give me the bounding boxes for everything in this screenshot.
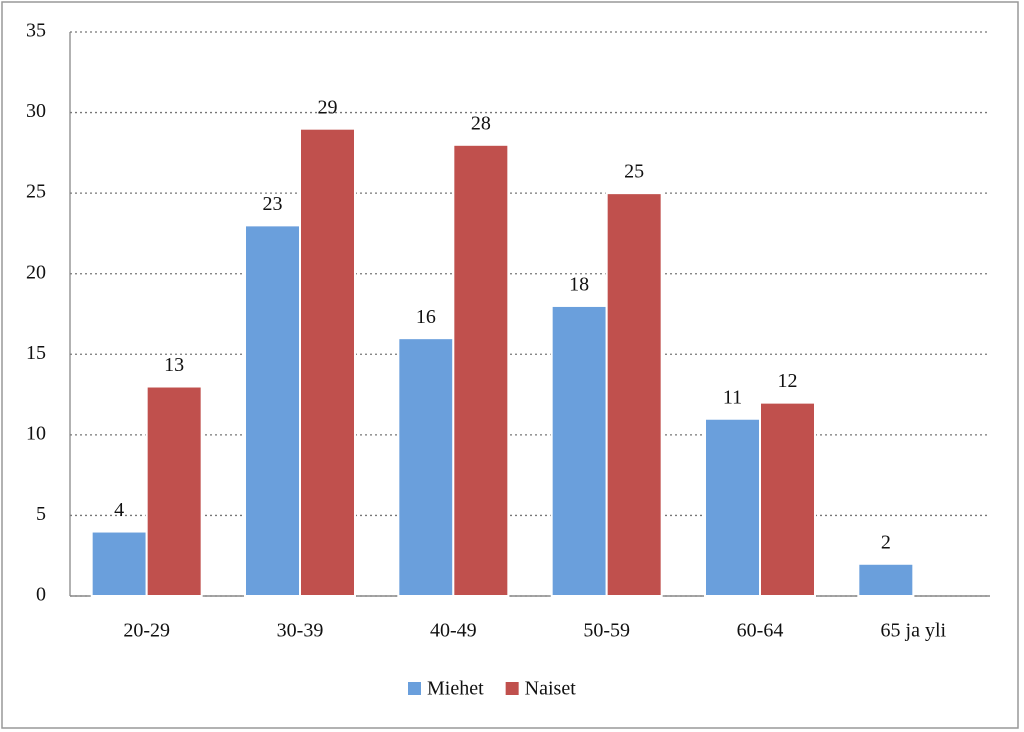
x-tick-label: 20-29 [123,620,170,642]
y-tick-label: 0 [36,584,46,606]
bar [550,304,608,597]
legend-label: Miehet [427,678,484,700]
y-tick-label: 35 [26,20,46,42]
bar [759,401,816,597]
legend-swatch [505,682,519,695]
data-label: 18 [569,274,589,296]
bar [452,143,510,598]
data-label: 16 [416,306,436,328]
bar [299,127,356,598]
y-tick-label: 5 [36,503,46,525]
data-label: 12 [778,370,798,392]
data-label: 28 [471,112,491,134]
legend-label: Naiset [525,678,577,700]
y-tick-label: 10 [26,422,46,444]
y-tick-label: 30 [26,100,46,122]
x-tick-label: 50-59 [583,620,630,642]
data-label: 25 [624,161,644,183]
bar [704,417,761,597]
data-label: 11 [723,386,742,408]
data-label: 4 [114,499,124,521]
x-tick-label: 40-49 [430,620,477,642]
bar [397,337,455,597]
data-label: 29 [318,96,338,118]
data-label: 23 [263,193,283,215]
data-label: 13 [164,354,184,376]
legend-swatch [408,682,421,695]
x-tick-label: 60-64 [737,620,784,642]
bar [145,385,203,597]
y-tick-label: 15 [26,342,46,364]
bar [90,530,148,597]
x-tick-label: 30-39 [277,620,324,642]
bar [605,192,663,597]
data-label: 2 [881,531,891,553]
bar [857,562,915,597]
x-tick-label: 65 ja yli [881,620,947,642]
y-tick-label: 25 [26,181,46,203]
y-tick-label: 20 [26,261,46,283]
bar [244,224,301,597]
